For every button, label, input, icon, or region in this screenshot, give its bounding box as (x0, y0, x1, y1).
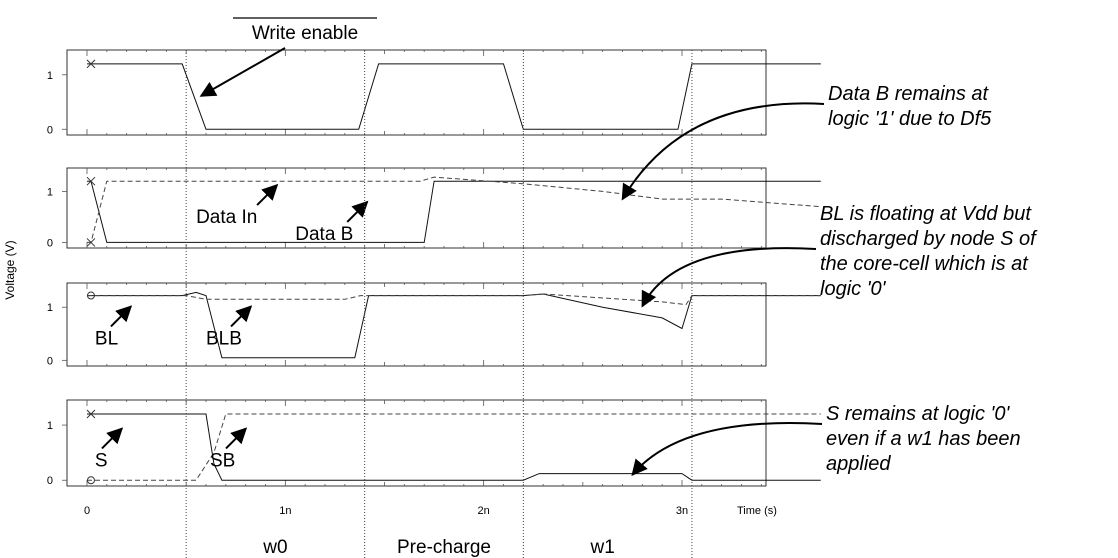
annotation-line: the core-cell which is at (820, 253, 1029, 275)
panel-frame (66, 49, 767, 136)
title-arrow (199, 47, 286, 97)
y-tick-label: 0 (47, 355, 53, 367)
y-tick-label: 1 (47, 186, 53, 198)
label-arrow (225, 427, 248, 450)
signal-label: SB (210, 450, 235, 471)
panel-2: 0 1 Data In Data B (47, 167, 821, 249)
start-marker-circle (86, 291, 95, 300)
y-tick-label: 1 (47, 70, 53, 82)
y-tick-label: 1 (47, 420, 53, 432)
x-tick-label: 0 (84, 505, 90, 517)
label-arrow (110, 305, 133, 328)
marker-stroke (86, 238, 96, 247)
panel-4: 0 1 S SB (47, 399, 821, 487)
start-marker-x (86, 176, 96, 186)
annotation-line: applied (826, 453, 891, 475)
annotation-arrow (631, 422, 823, 476)
y-tick-label: 0 (47, 475, 53, 487)
start-marker-x (86, 238, 96, 247)
panel-3: 0 1 BL BLB (47, 282, 821, 367)
annotation-2: BL is floating at Vdd but discharged by n… (641, 203, 1038, 308)
start-marker-circle (86, 476, 95, 485)
annotation-arrow (641, 247, 817, 308)
annotation-line: Data B remains at (828, 83, 990, 105)
annotation-1: Data B remains at logic '1' due to Df5 (621, 83, 992, 201)
x-tick-label: 2n (478, 505, 490, 517)
annotation-arrow (621, 102, 825, 201)
annotation-line: discharged by node S of (820, 228, 1038, 250)
start-marker-x (86, 409, 96, 419)
series-line-data-b (87, 176, 821, 243)
signal-label: Data B (295, 224, 353, 245)
series-line-bl (87, 291, 821, 359)
start-marker-x (86, 59, 96, 69)
chart-layer: 0 1 Write enable 0 1 Data In Data B 0 1 BL BLB 0 1 S S… (47, 17, 1038, 558)
series-line-s (87, 413, 821, 481)
annotation-line: S remains at logic '0' (826, 403, 1010, 425)
panel-1: 0 1 Write enable (47, 17, 821, 136)
annotation-line: logic '0' (820, 278, 887, 300)
label-arrow (230, 305, 253, 328)
marker-stroke (86, 409, 96, 419)
annotation-line: BL is floating at Vdd but (820, 203, 1032, 225)
phase-label: Pre-charge (397, 537, 491, 558)
label-arrow (256, 183, 279, 206)
panel-frame (66, 399, 767, 487)
signal-label: BLB (206, 328, 242, 349)
x-tick-label: 3n (676, 505, 688, 517)
marker-stroke (86, 59, 96, 69)
y-tick-label: 0 (47, 237, 53, 249)
panel-frame (66, 167, 767, 249)
label-arrow (101, 427, 124, 450)
label-arrow (346, 200, 369, 223)
signal-label: S (95, 450, 108, 471)
series-line-blb (87, 293, 821, 306)
y-tick-label: 1 (47, 302, 53, 314)
phase-label: w1 (590, 537, 615, 558)
annotation-line: even if a w1 has been (826, 428, 1021, 450)
panel-title: Write enable (252, 23, 358, 44)
y-tick-label: 0 (47, 124, 53, 136)
x-axis-label: Time (s) (737, 505, 777, 517)
x-tick-label: 1n (279, 505, 291, 517)
series-line-sb (87, 413, 821, 481)
annotation-3: S remains at logic '0' even if a w1 has b… (631, 403, 1021, 476)
signal-label: Data In (196, 207, 257, 228)
annotation-line: logic '1' due to Df5 (828, 108, 992, 130)
panel-frame (66, 282, 767, 367)
signal-label: BL (95, 328, 118, 349)
marker-stroke (86, 176, 96, 186)
y-axis-label: Voltage (V) (3, 240, 17, 299)
series-line-signal (87, 63, 821, 130)
phase-label: w0 (262, 537, 287, 558)
